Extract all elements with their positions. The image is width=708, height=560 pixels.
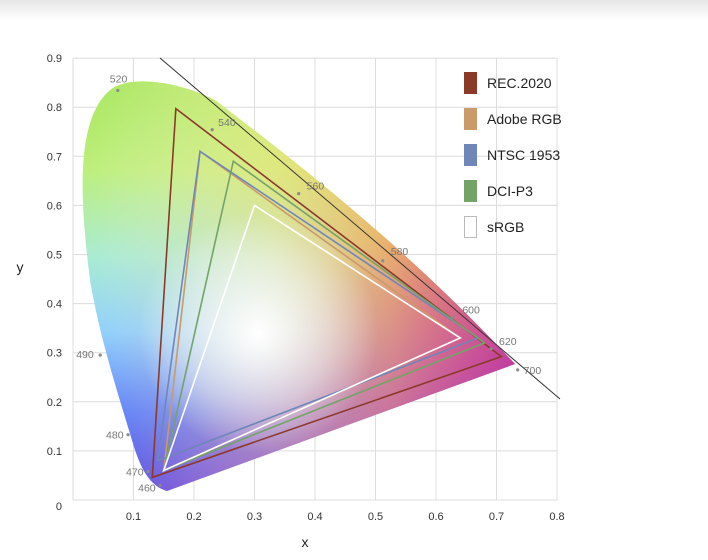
y-tick-label: 0.8 [47,102,62,114]
y-tick-label: 0.4 [47,299,62,311]
wavelength-label: 600 [462,304,480,316]
wavelength-label: 520 [110,74,128,86]
wavelength-marker [489,347,493,351]
legend-swatch-ntsc-1953 [464,144,477,166]
y-tick-label: 0.6 [47,200,62,212]
legend-swatch-adobe-rgb [464,108,477,130]
y-axis-title: y [17,259,24,275]
wavelength-marker [126,433,130,437]
wavelength-label: 700 [524,365,542,377]
upper-boundary-line [159,57,561,400]
legend-label-dci-p3: DCI-P3 [487,183,533,199]
y-tick-label: 0.9 [47,53,62,65]
x-axis-ticks: 0.1 0.2 0.3 0.4 0.5 0.6 0.7 0.8 [126,511,565,523]
legend-label-rec2020: REC.2020 [487,75,552,91]
x-tick-label: 0.7 [489,511,504,523]
x-axis-title: x [302,534,309,550]
wavelength-label: 540 [218,117,236,129]
gamut-triangle-rec-2020 [151,107,504,479]
wavelength-marker [98,353,102,357]
legend-item-srgb: sRGB [464,214,524,240]
x-tick-label: 0.8 [549,511,564,523]
wavelength-label: 480 [106,430,124,442]
locus-fill-white-point [82,81,515,491]
y-tick-label: 0.2 [47,397,62,409]
wavelength-marker [158,483,162,487]
legend-swatch-srgb [464,216,477,238]
wavelength-label: 560 [307,181,325,193]
wavelength-label: 470 [126,467,144,479]
legend-item-adobe-rgb: Adobe RGB [464,106,562,132]
y-tick-label: 0 [56,501,62,513]
legend-swatch-dci-p3 [464,180,477,202]
gamut-triangles [151,107,504,479]
legend-item-ntsc-1953: NTSC 1953 [464,142,560,168]
x-tick-label: 0.2 [186,511,201,523]
wavelength-marker [210,128,214,132]
y-tick-label: 0.3 [47,348,62,360]
legend-label-srgb: sRGB [487,219,525,235]
wavelength-label: 490 [76,349,94,361]
wavelength-marker [450,315,454,319]
legend-item-rec2020: REC.2020 [464,70,552,96]
legend-item-dci-p3: DCI-P3 [464,178,533,204]
spectral-locus [82,81,515,491]
wavelength-labels: 460 470 480 490 520 540 560 580 600 620 700 [76,74,541,495]
x-tick-label: 0.4 [307,511,322,523]
x-tick-label: 0.3 [247,511,262,523]
wavelength-marker [297,192,301,196]
y-axis-ticks: 0 0.1 0.2 0.3 0.4 0.5 0.6 0.7 0.8 0.9 [47,53,62,513]
y-tick-label: 0.7 [47,151,62,163]
wavelength-marker [146,469,150,474]
legend-swatch-rec2020 [464,72,477,94]
y-tick-label: 0.5 [47,250,62,262]
top-shadow [0,0,708,20]
legend-label-ntsc-1953: NTSC 1953 [487,147,561,163]
wavelength-label: 580 [391,246,409,258]
x-tick-label: 0.5 [368,511,383,523]
wavelength-marker [516,368,520,372]
legend-label-adobe-rgb: Adobe RGB [487,111,562,127]
x-tick-label: 0.6 [428,511,443,523]
wavelength-marker [381,259,385,263]
gamut-triangle-srgb [162,204,462,473]
wavelength-label: 620 [499,336,517,348]
wavelength-label: 460 [138,482,156,494]
wavelength-marker [116,88,120,93]
gamut-triangle-dci-p3 [162,159,487,472]
x-tick-label: 0.1 [126,511,141,523]
y-tick-label: 0.1 [47,446,62,458]
gamut-triangle-ntsc-1953 [156,150,481,462]
